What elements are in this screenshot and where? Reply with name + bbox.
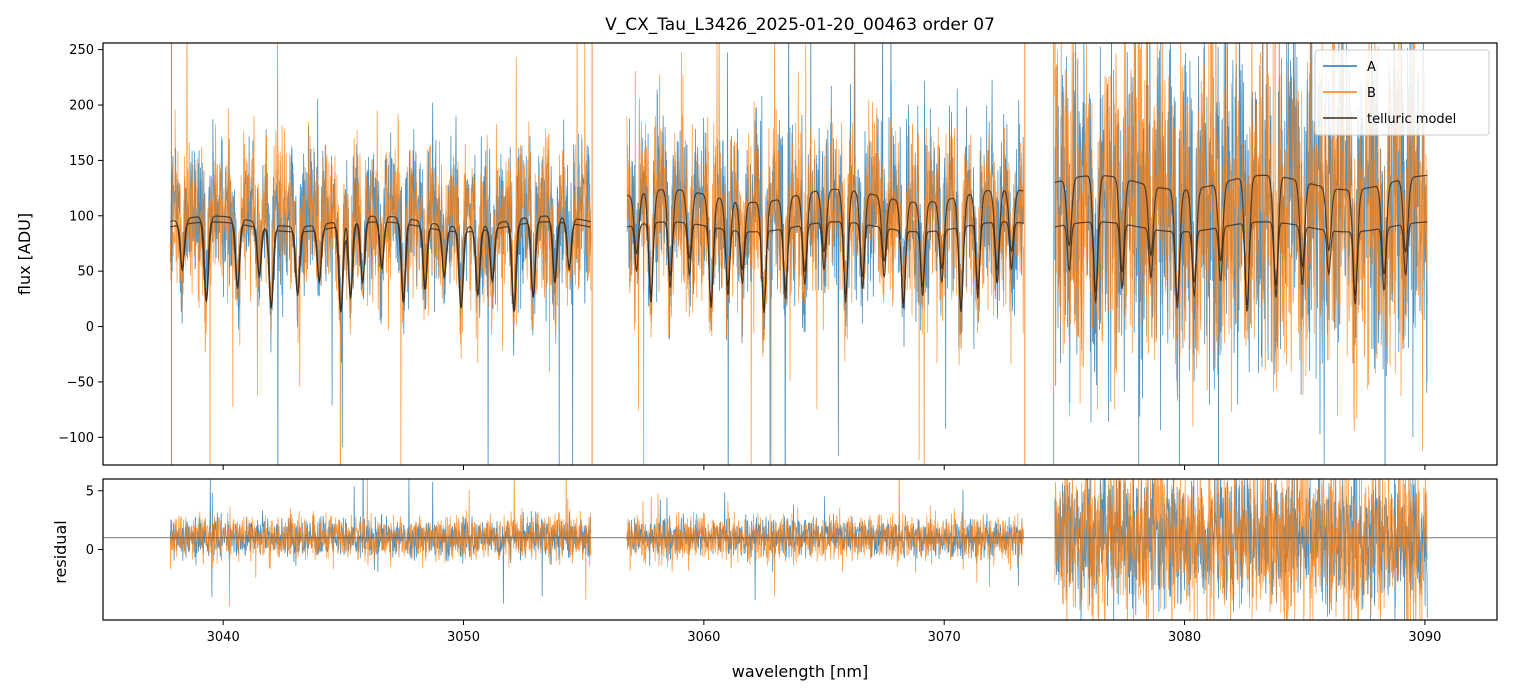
residual-x-axis: 3040 3050 3060 3070 3080 3090	[207, 620, 1441, 645]
x-axis-label: wavelength [nm]	[732, 662, 869, 681]
legend: A B telluric model	[1314, 49, 1490, 136]
flux-y-tick-label: 100	[69, 209, 94, 224]
residual-x-tick-label: 3060	[687, 630, 720, 645]
residual-x-tick-label: 3080	[1168, 630, 1201, 645]
flux-axes-frame	[102, 42, 1498, 466]
residual-x-tick-label: 3040	[207, 630, 240, 645]
residual-x-tick-label: 3050	[447, 630, 480, 645]
legend-label-telluric: telluric model	[1367, 112, 1456, 127]
legend-box	[1314, 49, 1490, 136]
residual-y-axis: 05	[86, 484, 103, 558]
flux-y-tick-label: 0	[86, 320, 94, 335]
residual-b-line	[1054, 479, 1428, 620]
flux-y-tick-label: 250	[69, 43, 94, 58]
series-b-line	[626, 43, 1024, 465]
chart-title: V_CX_Tau_L3426_2025-01-20_00463 order 07	[605, 15, 995, 35]
legend-label-a: A	[1367, 60, 1376, 75]
residual-y-tick-label: 0	[86, 543, 94, 558]
flux-y-tick-label: 200	[69, 99, 94, 114]
residual-b-line	[169, 479, 592, 607]
residual-y-label: residual	[51, 520, 70, 583]
residual-b-line	[626, 479, 1024, 597]
flux-y-tick-label: 50	[77, 265, 94, 280]
residual-panel: 05 3040 3050 3060 3070 3080 3090 residual wav…	[51, 478, 1498, 681]
telluric-model-line	[626, 221, 1024, 313]
series-b-line	[1054, 43, 1428, 451]
flux-y-tick-label: −50	[67, 375, 94, 390]
flux-panel: −100 −50 0 50 100 150 200 250 flux [ADU] A B te…	[15, 42, 1498, 470]
residual-y-tick-label: 5	[86, 484, 94, 499]
flux-x-axis	[222, 465, 1426, 470]
flux-y-label: flux [ADU]	[15, 213, 34, 295]
telluric-model-line	[1054, 174, 1428, 306]
flux-y-axis: −100 −50 0 50 100 150 200 250	[58, 43, 103, 446]
flux-y-tick-label: −100	[58, 431, 94, 446]
residual-x-tick-label: 3070	[928, 630, 961, 645]
legend-label-b: B	[1367, 86, 1376, 101]
flux-y-tick-label: 150	[69, 154, 94, 169]
residual-x-tick-label: 3090	[1408, 630, 1441, 645]
residual-plot-area	[103, 479, 1497, 620]
flux-plot-area	[169, 43, 1428, 465]
telluric-model-line	[1054, 221, 1428, 312]
telluric-model-line	[170, 221, 592, 313]
